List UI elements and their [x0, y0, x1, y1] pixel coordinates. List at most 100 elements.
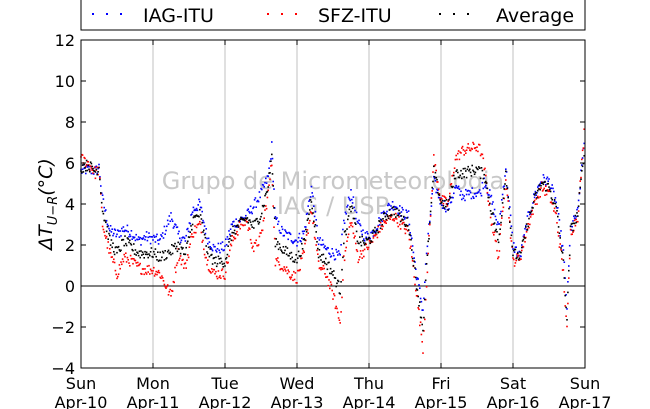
data-point: [561, 250, 563, 253]
data-point: [346, 228, 348, 230]
data-point: [192, 206, 195, 209]
data-point: [137, 238, 139, 241]
data-point: [233, 224, 236, 227]
data-point: [211, 253, 213, 256]
data-point: [184, 253, 187, 256]
data-point: [474, 192, 477, 195]
data-point: [522, 246, 525, 248]
data-point: [215, 275, 218, 278]
data-point: [189, 222, 191, 225]
data-point: [420, 333, 423, 336]
data-point: [218, 276, 220, 279]
data-point: [281, 225, 283, 228]
data-point: [221, 241, 224, 243]
data-point: [484, 167, 486, 170]
data-point: [478, 191, 480, 193]
data-point: [535, 191, 537, 194]
data-point: [249, 238, 252, 241]
data-point: [84, 166, 86, 169]
data-point: [289, 232, 291, 234]
data-point: [162, 252, 165, 254]
data-point: [101, 225, 104, 228]
data-point: [260, 215, 262, 218]
data-point: [437, 188, 440, 191]
series-average: [80, 153, 585, 332]
data-point: [131, 257, 133, 260]
data-point: [335, 285, 337, 288]
data-point: [495, 240, 497, 243]
data-point: [103, 231, 105, 233]
data-point: [578, 192, 581, 194]
legend-marker: [295, 13, 297, 15]
data-point: [385, 218, 387, 221]
data-point: [210, 247, 212, 249]
data-point: [329, 256, 332, 258]
data-point: [466, 168, 469, 171]
data-point: [372, 229, 375, 231]
data-point: [345, 213, 347, 215]
data-point: [144, 250, 146, 253]
data-point: [290, 276, 293, 278]
data-point: [275, 218, 277, 220]
data-point: [107, 238, 109, 240]
data-point: [575, 218, 577, 221]
data-point: [445, 205, 447, 208]
data-point: [339, 322, 341, 324]
data-point: [477, 168, 479, 171]
data-point: [129, 242, 132, 245]
data-point: [383, 212, 386, 214]
data-point: [463, 195, 465, 197]
data-point: [273, 217, 276, 219]
data-point: [509, 214, 512, 217]
data-point: [221, 268, 224, 270]
data-point: [341, 296, 343, 299]
data-point: [418, 305, 420, 307]
x-tick-date: Apr-12: [199, 393, 252, 409]
data-point: [500, 221, 502, 224]
data-point: [464, 199, 466, 202]
data-point: [504, 175, 506, 177]
data-point: [142, 268, 145, 270]
data-point: [577, 206, 579, 209]
x-tick-day: Fri: [431, 374, 450, 393]
data-point: [574, 214, 577, 217]
data-point: [232, 225, 234, 228]
data-point: [109, 248, 111, 250]
data-point: [164, 285, 166, 288]
legend-marker: [120, 13, 122, 15]
data-point: [485, 180, 487, 183]
data-point: [317, 237, 319, 239]
data-point: [481, 181, 484, 184]
data-point: [100, 192, 103, 194]
data-point: [351, 198, 353, 201]
data-point: [262, 219, 265, 222]
data-point: [491, 223, 493, 225]
data-point: [176, 226, 179, 228]
data-point: [457, 171, 459, 174]
data-point: [240, 223, 242, 226]
data-point: [85, 163, 88, 166]
data-point: [480, 167, 483, 169]
data-point: [190, 225, 192, 227]
data-point: [316, 224, 318, 227]
data-point: [434, 171, 437, 174]
data-point: [305, 226, 307, 228]
data-point: [544, 194, 546, 196]
data-point: [111, 246, 113, 249]
data-point: [265, 182, 268, 184]
data-point: [285, 245, 287, 248]
data-point: [489, 202, 491, 205]
data-point: [99, 176, 101, 178]
data-point: [534, 190, 537, 193]
data-point: [163, 259, 166, 261]
data-point: [527, 223, 529, 225]
data-point: [577, 199, 580, 202]
data-point: [496, 249, 498, 252]
data-point: [387, 217, 390, 220]
data-point: [331, 271, 333, 273]
ylabel-main: ΔT: [35, 224, 57, 252]
data-point: [435, 191, 437, 194]
data-point: [142, 237, 145, 239]
data-point: [126, 224, 129, 227]
data-point: [460, 169, 462, 172]
